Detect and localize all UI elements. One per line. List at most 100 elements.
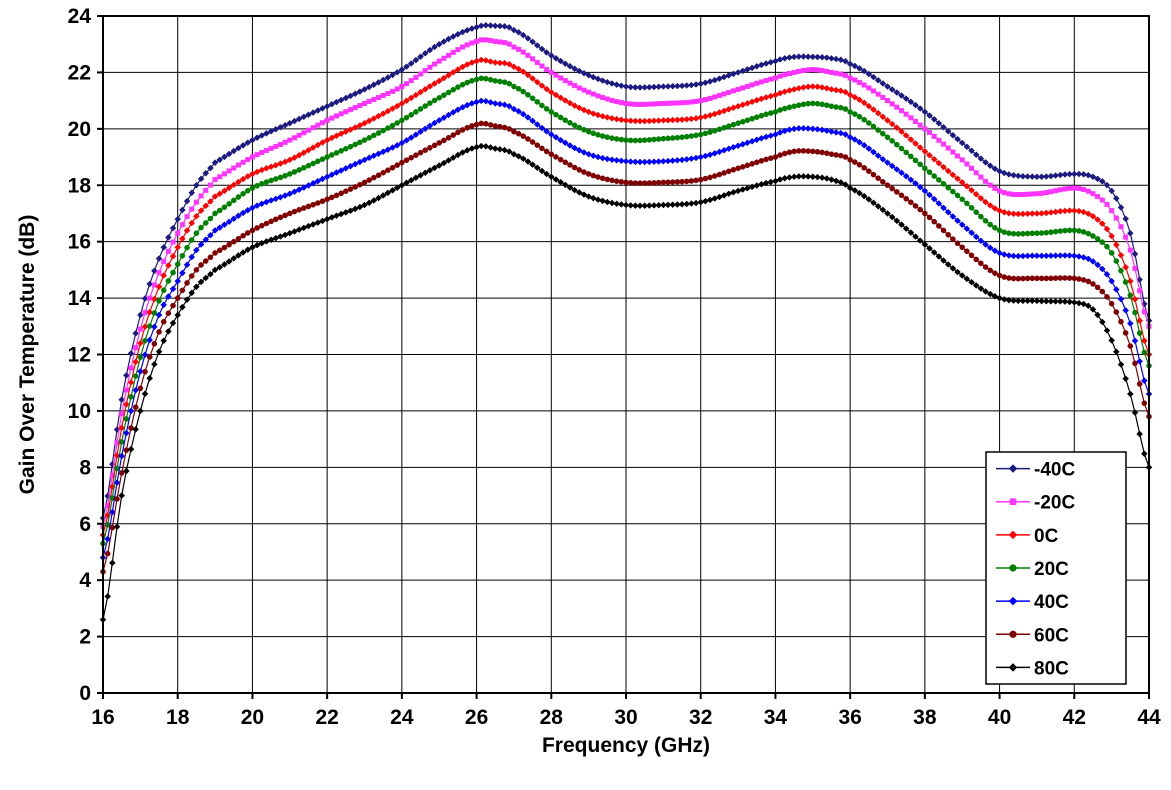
series-point [982, 198, 989, 206]
series-point [1052, 297, 1059, 305]
series-point [1080, 300, 1087, 308]
series-point [1117, 251, 1125, 259]
series-point [954, 175, 961, 183]
series-point [894, 141, 900, 148]
series-point [595, 131, 601, 138]
series-point [944, 167, 952, 175]
series-point [1122, 375, 1130, 383]
series-point [412, 174, 420, 182]
series-20c [100, 75, 1152, 547]
series-point [1024, 173, 1031, 180]
series-point [179, 269, 186, 277]
series-point [328, 134, 336, 142]
series-point [1062, 186, 1068, 192]
series-point [240, 159, 246, 165]
series-point [679, 100, 685, 106]
series-point [533, 121, 541, 128]
series-point [949, 131, 957, 139]
series-point [898, 128, 905, 135]
series-point [986, 290, 994, 298]
series-point [1094, 284, 1101, 291]
series-point [557, 156, 564, 163]
series-point [964, 161, 970, 167]
series-point [305, 203, 312, 210]
series-point [982, 288, 989, 295]
series-point [515, 130, 522, 137]
series-point [861, 165, 867, 171]
series-point [309, 144, 317, 151]
series-point [239, 175, 247, 183]
series-point [958, 139, 966, 147]
series-point [389, 71, 396, 79]
series-point [310, 201, 316, 208]
series-point [908, 153, 914, 160]
series-point [796, 68, 802, 74]
x-tick-label: 40 [988, 706, 1011, 729]
series-point [370, 115, 378, 122]
series-point [977, 285, 985, 292]
series-point [617, 157, 625, 165]
series-point [968, 204, 975, 211]
series-point [455, 84, 461, 90]
series-point [865, 145, 873, 152]
series-point [1019, 252, 1027, 260]
series-point [1024, 275, 1031, 282]
series-point [814, 53, 821, 61]
series--20c [100, 37, 1152, 530]
series-point [347, 107, 353, 113]
series-point [253, 241, 261, 249]
series-point [1131, 337, 1139, 345]
series-point [1056, 252, 1064, 259]
series-point [754, 80, 760, 86]
series-point [697, 198, 705, 206]
series-point [281, 121, 289, 129]
series-point [930, 195, 938, 203]
series-point [623, 137, 629, 143]
series-point [1062, 275, 1068, 281]
series-point [1140, 450, 1148, 458]
x-tick-label: 18 [166, 706, 190, 729]
series-point [557, 178, 564, 186]
series-point [305, 146, 312, 154]
legend-item: 20C [996, 559, 1069, 580]
series-point [926, 112, 933, 119]
series-point [375, 79, 382, 86]
series-point [599, 175, 606, 182]
series-point [585, 71, 592, 79]
series-point [1089, 212, 1097, 220]
series-point [524, 34, 532, 42]
series-point [595, 93, 601, 99]
series-point [963, 182, 971, 190]
series-point [1048, 189, 1054, 195]
series-point [501, 59, 508, 67]
series-point [123, 447, 130, 453]
series-point [1043, 275, 1050, 282]
series-point [202, 169, 210, 177]
series-point [333, 98, 340, 106]
series-point [721, 170, 727, 176]
series-point [398, 139, 406, 147]
x-tick-label: 24 [390, 706, 414, 729]
series-point [198, 193, 204, 199]
series-point [403, 179, 410, 187]
series-point [646, 180, 653, 186]
series-point [767, 58, 775, 66]
series-point [580, 106, 588, 114]
series-point [211, 227, 219, 234]
series-point [818, 126, 826, 134]
series-point [315, 200, 321, 206]
series-point [127, 379, 135, 386]
series-point [641, 202, 649, 210]
series-point [992, 185, 998, 191]
series-point [146, 280, 154, 288]
series-point [370, 152, 378, 160]
series-point [384, 107, 392, 115]
series-point [609, 97, 615, 103]
series-point [814, 125, 821, 133]
series-point [375, 130, 382, 136]
series-point [1006, 230, 1012, 237]
series-point [557, 136, 564, 144]
series-point [356, 122, 364, 129]
series-point [151, 360, 158, 368]
series-point [1057, 187, 1063, 193]
